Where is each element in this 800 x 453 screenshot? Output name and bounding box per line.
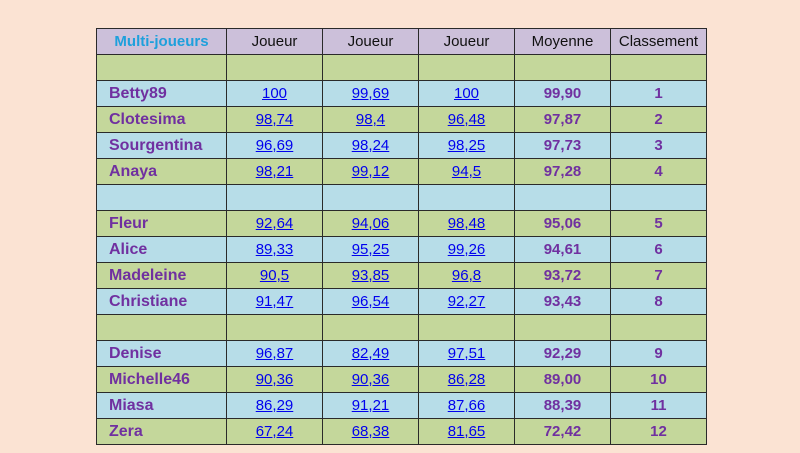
average-value: 99,90 bbox=[514, 80, 611, 107]
player-name: Zera bbox=[96, 418, 227, 445]
score-link[interactable]: 98,24 bbox=[351, 137, 390, 154]
spacer-row bbox=[96, 184, 707, 211]
average-value: 97,87 bbox=[514, 106, 611, 133]
table-row: Clotesima 98,74 98,4 96,48 97,87 2 bbox=[96, 106, 707, 133]
rank-value: 8 bbox=[610, 288, 707, 315]
player-name: Miasa bbox=[96, 392, 227, 419]
player-name: Clotesima bbox=[96, 106, 227, 133]
player-name: Christiane bbox=[96, 288, 227, 315]
score-link[interactable]: 86,29 bbox=[255, 397, 294, 414]
score-link[interactable]: 98,48 bbox=[447, 215, 486, 232]
header-row: Multi-joueurs Joueur Joueur Joueur Moyen… bbox=[96, 28, 707, 55]
score-link[interactable]: 98,4 bbox=[355, 111, 386, 128]
average-value: 93,43 bbox=[514, 288, 611, 315]
score-link[interactable]: 99,26 bbox=[447, 241, 486, 258]
average-value: 93,72 bbox=[514, 262, 611, 289]
table-row: Zera 67,24 68,38 81,65 72,42 12 bbox=[96, 418, 707, 445]
score-link[interactable]: 68,38 bbox=[351, 423, 390, 440]
column-header-rank: Classement bbox=[610, 28, 707, 55]
score-link[interactable]: 90,36 bbox=[255, 371, 294, 388]
rank-value: 7 bbox=[610, 262, 707, 289]
score-link[interactable]: 87,66 bbox=[447, 397, 486, 414]
average-value: 95,06 bbox=[514, 210, 611, 237]
score-link[interactable]: 91,21 bbox=[351, 397, 390, 414]
player-name: Sourgentina bbox=[96, 132, 227, 159]
score-table: Multi-joueurs Joueur Joueur Joueur Moyen… bbox=[96, 28, 707, 445]
table-row: Christiane 91,47 96,54 92,27 93,43 8 bbox=[96, 288, 707, 315]
score-link[interactable]: 99,12 bbox=[351, 163, 390, 180]
player-name: Anaya bbox=[96, 158, 227, 185]
score-link[interactable]: 94,06 bbox=[351, 215, 390, 232]
score-link[interactable]: 96,8 bbox=[451, 267, 482, 284]
table-row: Anaya 98,21 99,12 94,5 97,28 4 bbox=[96, 158, 707, 185]
rank-value: 1 bbox=[610, 80, 707, 107]
score-link[interactable]: 96,87 bbox=[255, 345, 294, 362]
rank-value: 4 bbox=[610, 158, 707, 185]
rank-value: 6 bbox=[610, 236, 707, 263]
score-link[interactable]: 67,24 bbox=[255, 423, 294, 440]
average-value: 97,28 bbox=[514, 158, 611, 185]
column-header-average: Moyenne bbox=[514, 28, 611, 55]
table-row: Madeleine 90,5 93,85 96,8 93,72 7 bbox=[96, 262, 707, 289]
score-link[interactable]: 92,27 bbox=[447, 293, 486, 310]
score-link[interactable]: 100 bbox=[453, 85, 480, 102]
table-row: Fleur 92,64 94,06 98,48 95,06 5 bbox=[96, 210, 707, 237]
table-title: Multi-joueurs bbox=[96, 28, 227, 55]
player-name: Betty89 bbox=[96, 80, 227, 107]
table-row: Sourgentina 96,69 98,24 98,25 97,73 3 bbox=[96, 132, 707, 159]
column-header-player-1: Joueur bbox=[226, 28, 323, 55]
score-link[interactable]: 90,5 bbox=[259, 267, 290, 284]
separator-row bbox=[96, 54, 707, 81]
rank-value: 12 bbox=[610, 418, 707, 445]
average-value: 94,61 bbox=[514, 236, 611, 263]
score-link[interactable]: 81,65 bbox=[447, 423, 486, 440]
rank-value: 9 bbox=[610, 340, 707, 367]
player-name: Denise bbox=[96, 340, 227, 367]
score-link[interactable]: 97,51 bbox=[447, 345, 486, 362]
rank-value: 3 bbox=[610, 132, 707, 159]
score-link[interactable]: 92,64 bbox=[255, 215, 294, 232]
average-value: 89,00 bbox=[514, 366, 611, 393]
player-name: Michelle46 bbox=[96, 366, 227, 393]
rank-value: 10 bbox=[610, 366, 707, 393]
score-link[interactable]: 93,85 bbox=[351, 267, 390, 284]
table-row: Denise 96,87 82,49 97,51 92,29 9 bbox=[96, 340, 707, 367]
table-row: Alice 89,33 95,25 99,26 94,61 6 bbox=[96, 236, 707, 263]
table-row: Betty89 100 99,69 100 99,90 1 bbox=[96, 80, 707, 107]
average-value: 72,42 bbox=[514, 418, 611, 445]
player-name: Alice bbox=[96, 236, 227, 263]
table-row: Michelle46 90,36 90,36 86,28 89,00 10 bbox=[96, 366, 707, 393]
score-link[interactable]: 89,33 bbox=[255, 241, 294, 258]
column-header-player-3: Joueur bbox=[418, 28, 515, 55]
score-link[interactable]: 98,25 bbox=[447, 137, 486, 154]
spacer-row bbox=[96, 314, 707, 341]
rank-value: 11 bbox=[610, 392, 707, 419]
player-name: Madeleine bbox=[96, 262, 227, 289]
score-link[interactable]: 96,48 bbox=[447, 111, 486, 128]
average-value: 92,29 bbox=[514, 340, 611, 367]
score-link[interactable]: 98,21 bbox=[255, 163, 294, 180]
score-link[interactable]: 99,69 bbox=[351, 85, 390, 102]
average-value: 97,73 bbox=[514, 132, 611, 159]
score-link[interactable]: 96,54 bbox=[351, 293, 390, 310]
score-link[interactable]: 94,5 bbox=[451, 163, 482, 180]
score-link[interactable]: 86,28 bbox=[447, 371, 486, 388]
rank-value: 5 bbox=[610, 210, 707, 237]
average-value: 88,39 bbox=[514, 392, 611, 419]
score-link[interactable]: 98,74 bbox=[255, 111, 294, 128]
score-link[interactable]: 90,36 bbox=[351, 371, 390, 388]
score-link[interactable]: 82,49 bbox=[351, 345, 390, 362]
rank-value: 2 bbox=[610, 106, 707, 133]
score-link[interactable]: 96,69 bbox=[255, 137, 294, 154]
table-row: Miasa 86,29 91,21 87,66 88,39 11 bbox=[96, 392, 707, 419]
score-link[interactable]: 95,25 bbox=[351, 241, 390, 258]
score-link[interactable]: 100 bbox=[261, 85, 288, 102]
score-link[interactable]: 91,47 bbox=[255, 293, 294, 310]
player-name: Fleur bbox=[96, 210, 227, 237]
column-header-player-2: Joueur bbox=[322, 28, 419, 55]
